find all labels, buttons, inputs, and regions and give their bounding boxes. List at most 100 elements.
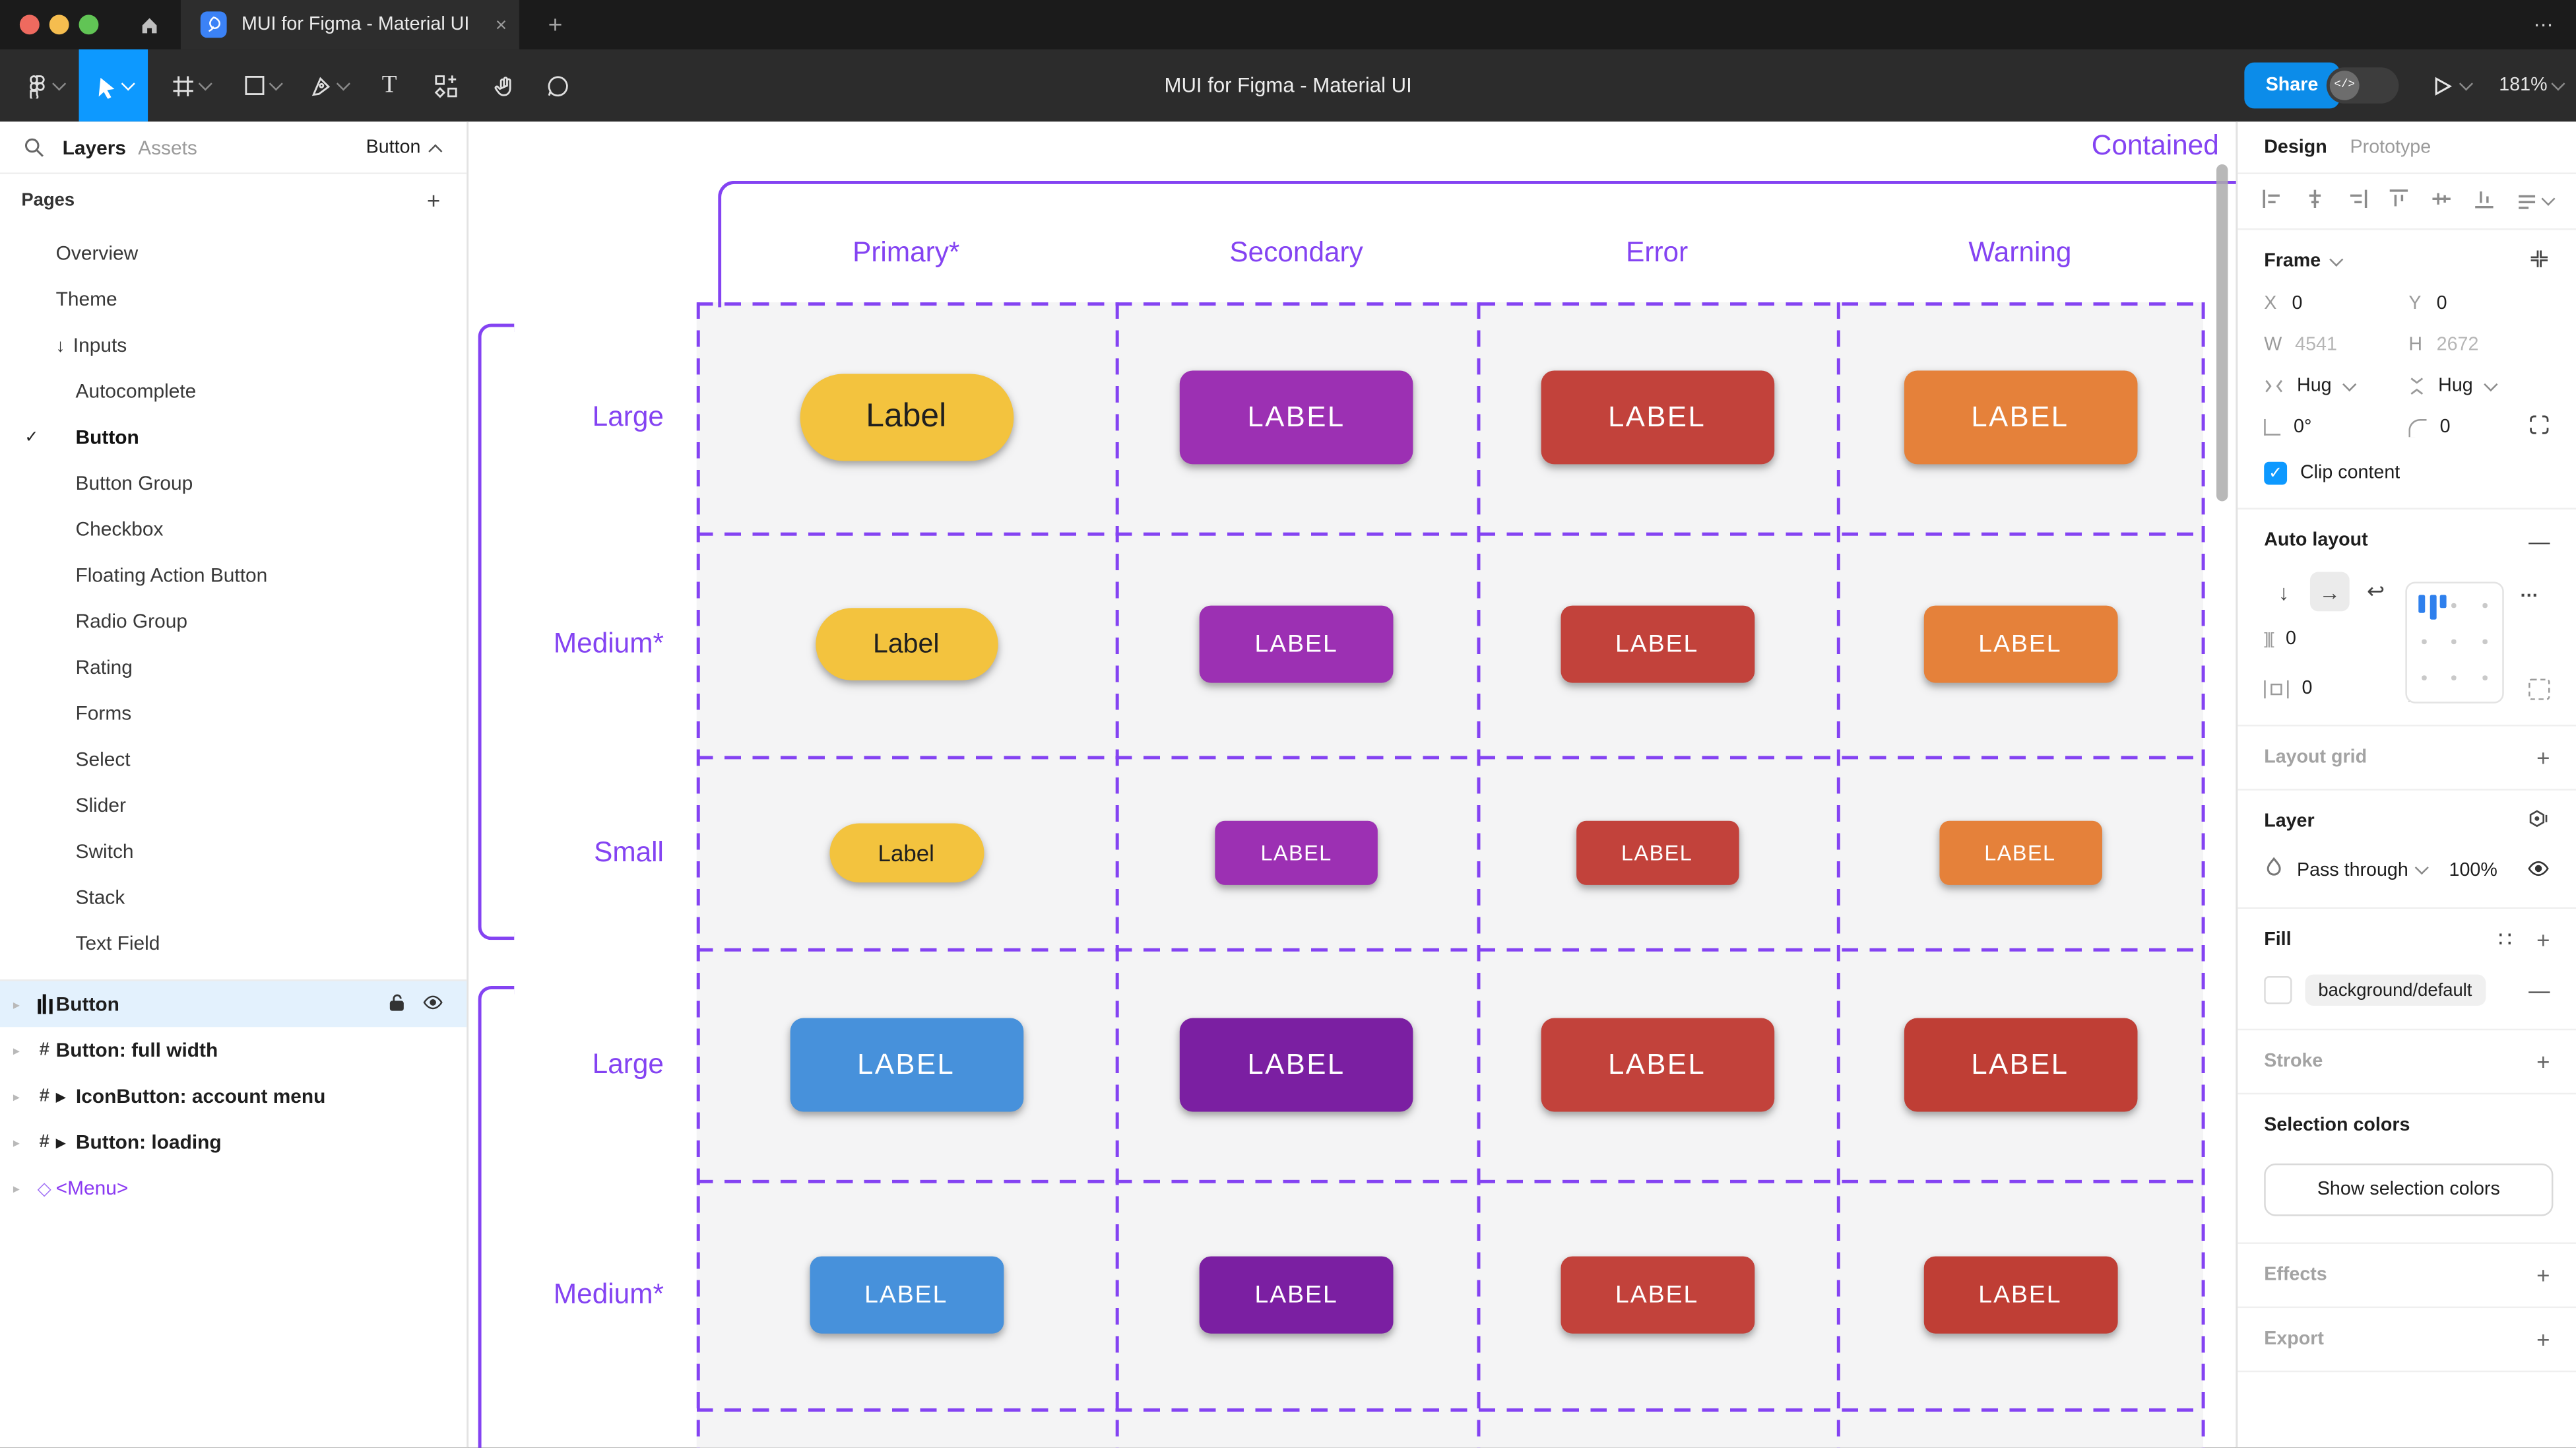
- tab-prototype[interactable]: Prototype: [2350, 137, 2431, 157]
- y-position-field[interactable]: 0: [2436, 294, 2447, 314]
- align-bottom-icon[interactable]: [2473, 187, 2496, 215]
- page-item-radio-group[interactable]: Radio Group: [0, 598, 467, 644]
- canvas-button-variant[interactable]: LABEL: [1575, 820, 1739, 884]
- page-item-button-group[interactable]: Button Group: [0, 460, 467, 506]
- dev-mode-toggle[interactable]: </>: [2326, 67, 2399, 104]
- window-zoom-button[interactable]: [79, 15, 99, 35]
- add-layout-grid-button[interactable]: +: [2536, 744, 2550, 771]
- layer-item-button-loading[interactable]: ▸ # ▶ Button: loading: [0, 1119, 467, 1166]
- page-item-inputs[interactable]: ↓ Inputs: [0, 322, 467, 368]
- page-item-theme[interactable]: Theme: [0, 276, 467, 322]
- x-position-field[interactable]: 0: [2292, 294, 2303, 314]
- alignment-widget[interactable]: [2405, 581, 2504, 704]
- add-effect-button[interactable]: +: [2536, 1262, 2550, 1289]
- canvas-button-variant[interactable]: LABEL: [1199, 605, 1394, 683]
- main-menu-button[interactable]: [10, 49, 79, 122]
- canvas-button-variant[interactable]: LABEL: [1903, 1017, 2137, 1111]
- canvas-button-variant[interactable]: Label: [799, 374, 1014, 461]
- canvas-button-variant[interactable]: LABEL: [1560, 1255, 1755, 1333]
- page-item-floating-action-button[interactable]: Floating Action Button: [0, 552, 467, 599]
- canvas-button-variant[interactable]: LABEL: [1939, 820, 2102, 884]
- page-item-overview[interactable]: Overview: [0, 230, 467, 277]
- page-item-text-field[interactable]: Text Field: [0, 920, 467, 966]
- tidy-up-icon[interactable]: [2515, 190, 2556, 213]
- comment-tool[interactable]: [529, 49, 585, 122]
- add-stroke-button[interactable]: +: [2536, 1048, 2550, 1075]
- canvas-button-variant[interactable]: LABEL: [1540, 370, 1774, 465]
- page-item-forms[interactable]: Forms: [0, 690, 467, 737]
- rotation-field[interactable]: 0°: [2264, 416, 2408, 439]
- canvas-button-variant[interactable]: LABEL: [1903, 370, 2137, 465]
- auto-layout-more-icon[interactable]: …: [2519, 581, 2540, 602]
- add-page-button[interactable]: +: [426, 187, 441, 214]
- align-right-icon[interactable]: [2346, 187, 2369, 215]
- add-export-button[interactable]: +: [2536, 1326, 2550, 1353]
- hand-tool[interactable]: [476, 49, 532, 122]
- canvas-button-variant[interactable]: LABEL: [1215, 820, 1378, 884]
- tab-layers[interactable]: Layers: [62, 136, 126, 160]
- page-item-switch[interactable]: Switch: [0, 828, 467, 874]
- clip-content-checkbox[interactable]: ✓ Clip content: [2264, 459, 2550, 508]
- layer-item-button[interactable]: ▸ Button: [0, 981, 467, 1028]
- canvas-button-variant[interactable]: LABEL: [1199, 1255, 1394, 1333]
- horizontal-resizing-select[interactable]: Hug: [2264, 375, 2408, 398]
- resources-tool[interactable]: [417, 49, 473, 122]
- canvas-button-variant[interactable]: LABEL: [1923, 1255, 2117, 1333]
- tab-overflow-icon[interactable]: ⋯: [2533, 13, 2557, 36]
- tab-design[interactable]: Design: [2264, 137, 2327, 157]
- align-left-icon[interactable]: [2261, 187, 2284, 215]
- layout-vertical-button[interactable]: ↓: [2278, 579, 2290, 605]
- search-icon[interactable]: [23, 137, 44, 166]
- expand-chevron-icon[interactable]: ▸: [13, 1181, 20, 1196]
- corner-radius-field[interactable]: 0: [2408, 415, 2553, 439]
- expand-chevron-icon[interactable]: ▸: [13, 1135, 20, 1150]
- fill-styles-icon[interactable]: ∷: [2498, 927, 2514, 952]
- fill-color-swatch[interactable]: [2264, 976, 2292, 1004]
- width-field[interactable]: 4541: [2295, 335, 2337, 355]
- layer-item-iconbutton-account-menu[interactable]: ▸ # ▶ IconButton: account menu: [0, 1073, 467, 1119]
- blend-mode-icon[interactable]: [2527, 808, 2550, 836]
- expand-chevron-icon[interactable]: ▸: [13, 1088, 20, 1104]
- canvas-scrollbar[interactable]: [2216, 164, 2228, 502]
- canvas[interactable]: Contained Primary* Secondary Error Warning L…: [468, 121, 2236, 1448]
- page-item-stack[interactable]: Stack: [0, 874, 467, 921]
- tab-assets[interactable]: Assets: [138, 136, 197, 160]
- canvas-button-variant[interactable]: LABEL: [1179, 370, 1413, 465]
- zoom-menu[interactable]: 181%: [2499, 49, 2566, 122]
- frame-label[interactable]: Contained: [2091, 129, 2219, 162]
- canvas-button-variant[interactable]: LABEL: [1560, 605, 1755, 683]
- collapse-panel-icon[interactable]: [2528, 248, 2550, 275]
- show-selection-colors-button[interactable]: Show selection colors: [2264, 1163, 2554, 1216]
- canvas-button-variant[interactable]: LABEL: [1923, 605, 2117, 683]
- window-close-button[interactable]: [19, 15, 40, 35]
- page-item-checkbox[interactable]: Checkbox: [0, 506, 467, 552]
- window-minimize-button[interactable]: [49, 15, 69, 35]
- layer-visibility-icon[interactable]: [2527, 859, 2550, 882]
- align-horizontal-center-icon[interactable]: [2303, 187, 2327, 215]
- canvas-button-variant[interactable]: LABEL: [1540, 1017, 1774, 1111]
- page-item-slider[interactable]: Slider: [0, 782, 467, 828]
- page-picker[interactable]: Button: [366, 121, 443, 174]
- unlock-icon[interactable]: [388, 992, 406, 1016]
- home-icon[interactable]: [121, 0, 177, 49]
- frame-tool[interactable]: [158, 49, 224, 122]
- layout-wrap-button[interactable]: ↩: [2366, 578, 2385, 603]
- share-button[interactable]: Share: [2244, 62, 2340, 109]
- fill-style-name[interactable]: background/default: [2305, 974, 2486, 1006]
- shape-tool[interactable]: [230, 49, 293, 122]
- text-tool[interactable]: T: [381, 71, 397, 98]
- blend-mode-select[interactable]: Pass through: [2297, 861, 2429, 880]
- expand-chevron-icon[interactable]: ▸: [13, 997, 20, 1012]
- remove-fill-button[interactable]: —: [2528, 977, 2550, 1003]
- expand-chevron-icon[interactable]: ▸: [13, 1042, 20, 1058]
- opacity-field[interactable]: 100%: [2449, 860, 2497, 880]
- canvas-button-variant[interactable]: Label: [815, 608, 998, 680]
- horizontal-padding-field[interactable]: 0: [2264, 677, 2408, 700]
- independent-padding-icon[interactable]: [2528, 678, 2550, 700]
- pen-tool[interactable]: [296, 49, 362, 122]
- canvas-button-variant[interactable]: LABEL: [1179, 1017, 1413, 1111]
- page-item-select[interactable]: Select: [0, 737, 467, 783]
- page-item-rating[interactable]: Rating: [0, 644, 467, 690]
- file-tab[interactable]: MUI for Figma - Material UI ×: [180, 0, 519, 49]
- remove-auto-layout-button[interactable]: —: [2528, 528, 2550, 553]
